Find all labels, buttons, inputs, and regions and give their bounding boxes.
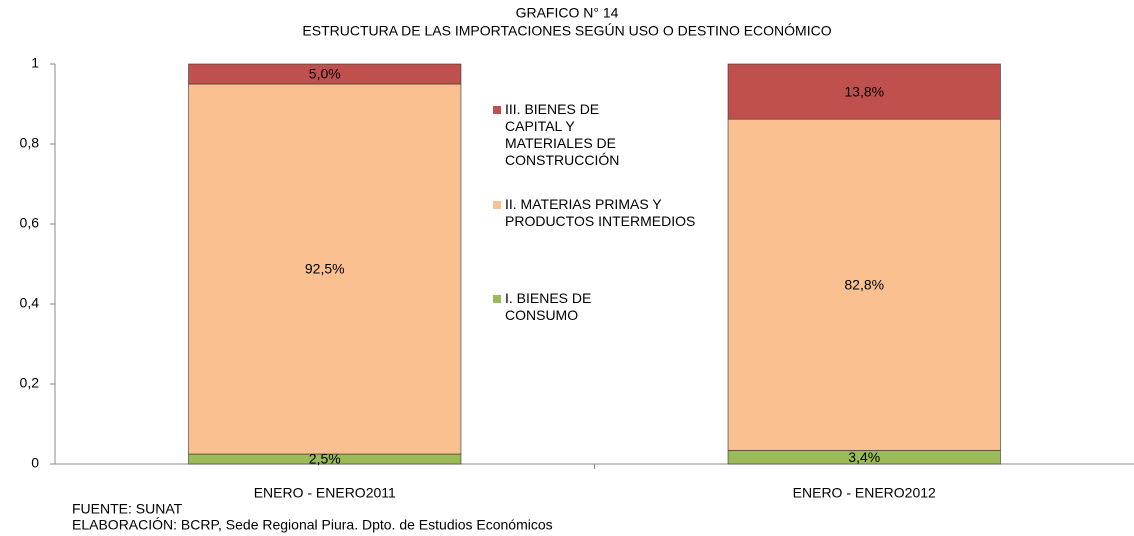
legend-label: II. MATERIAS PRIMAS Y PRODUCTOS INTERMED… (505, 196, 696, 229)
legend-item: III. BIENES DE CAPITAL Y MATERIALES DE C… (493, 101, 708, 169)
y-tick-label: 1 (31, 55, 39, 71)
bar-segment (727, 118, 1001, 451)
bar-segment (727, 63, 1001, 120)
legend-label: III. BIENES DE CAPITAL Y MATERIALES DE C… (505, 101, 620, 168)
value-label: 92,5% (305, 261, 345, 277)
legend-swatch (493, 295, 501, 303)
bar-segment (188, 83, 462, 455)
legend-swatch (493, 201, 501, 209)
y-tick-label: 0,6 (20, 215, 40, 231)
y-tick-label: 0,4 (20, 295, 40, 311)
value-label: 2,5% (309, 451, 341, 467)
bar-segment (188, 63, 462, 85)
credit: ELABORACIÓN: BCRP, Sede Regional Piura. … (72, 517, 553, 533)
chart-title: GRAFICO N° 14 (516, 5, 619, 21)
value-label: 82,8% (844, 277, 884, 293)
y-tick-label: 0,2 (20, 375, 40, 391)
x-tick-label: ENERO - ENERO2011 (254, 485, 396, 501)
value-label: 13,8% (844, 83, 884, 99)
value-label: 3,4% (848, 449, 880, 465)
x-tick-label: ENERO - ENERO2012 (793, 485, 936, 501)
chart-subtitle: ESTRUCTURA DE LAS IMPORTACIONES SEGÚN US… (302, 23, 831, 39)
legend-swatch (493, 106, 501, 114)
legend-label: I. BIENES DE CONSUMO (505, 290, 592, 323)
y-tick-label: 0 (31, 455, 39, 471)
legend-item: II. MATERIAS PRIMAS Y PRODUCTOS INTERMED… (493, 196, 708, 230)
value-label: 5,0% (309, 66, 341, 82)
y-tick-label: 0,8 (20, 135, 40, 151)
legend-item: I. BIENES DE CONSUMO (493, 290, 708, 324)
source: FUENTE: SUNAT (72, 501, 183, 517)
